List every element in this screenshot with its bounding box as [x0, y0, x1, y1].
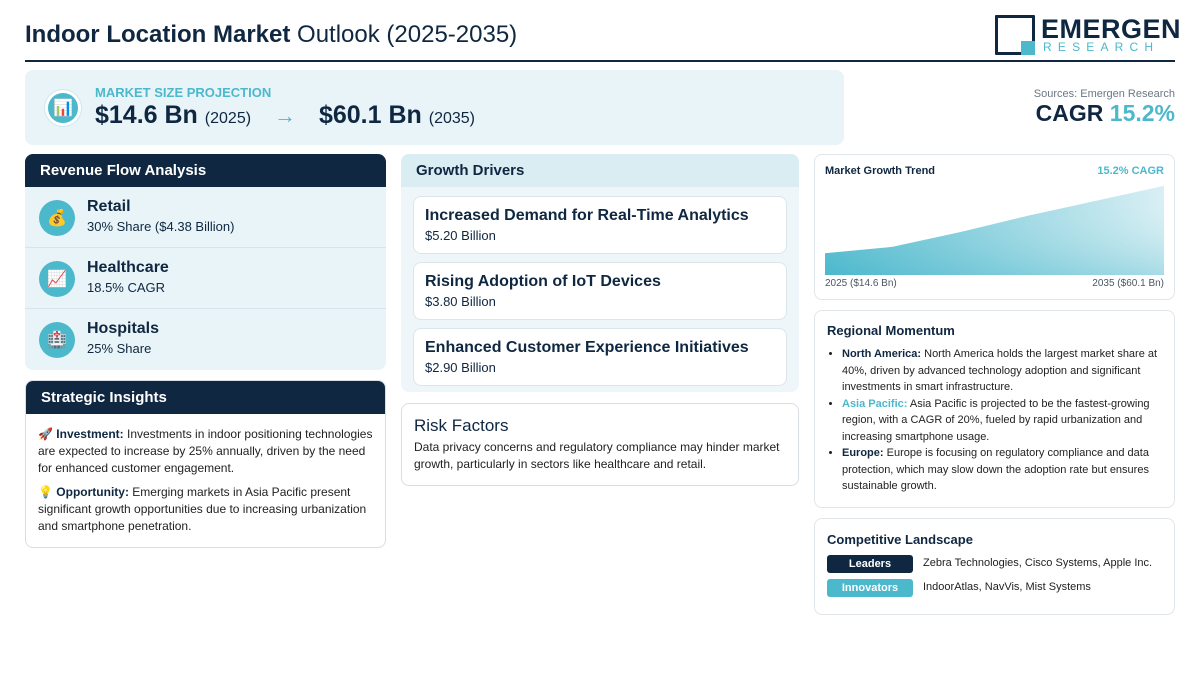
cagr-value: 15.2%	[1109, 100, 1175, 126]
region-item-europe: Europe: Europe is focusing on regulatory…	[842, 445, 1162, 495]
revenue-item-value: 25% Share	[87, 341, 152, 356]
cagr-label: CAGR	[1035, 100, 1104, 126]
investment-insight: 🚀 Investment: Investments in indoor posi…	[26, 426, 385, 477]
opportunity-text: Emerging markets in Asia Pacific present…	[38, 485, 367, 533]
driver-item: Increased Demand for Real-Time Analytics…	[413, 196, 787, 254]
driver-item: Rising Adoption of IoT Devices $3.80 Bil…	[413, 262, 787, 320]
region-item-asia-pacific: Asia Pacific: Asia Pacific is projected …	[842, 396, 1162, 446]
emergen-logo: EMERGEN RESEARCH	[995, 14, 1181, 56]
revenue-item-retail: 💰 Retail 30% Share ($4.38 Billion)	[25, 187, 386, 248]
projection-start-value: $14.6 Bn	[95, 101, 198, 129]
regional-momentum-card: Regional Momentum North America: North A…	[814, 310, 1175, 508]
projection-label: MARKET SIZE PROJECTION	[95, 85, 272, 100]
innovators-list: IndoorAtlas, NavVis, Mist Systems	[923, 581, 1091, 593]
sources-note: Sources: Emergen Research	[1033, 88, 1175, 100]
hospital-icon: 🏥	[39, 322, 75, 358]
trend-x-end-label: 2035 ($60.1 Bn)	[1092, 278, 1164, 289]
region-list: North America: North America holds the l…	[842, 346, 1162, 495]
leaders-list: Zebra Technologies, Cisco Systems, Apple…	[923, 557, 1153, 569]
driver-name: Increased Demand for Real-Time Analytics	[425, 207, 749, 224]
leaders-badge: Leaders	[827, 555, 913, 573]
logo-name: EMERGEN	[1041, 14, 1182, 44]
region-item-north-america: North America: North America holds the l…	[842, 346, 1162, 396]
investment-text: Investments in indoor positioning techno…	[38, 427, 373, 475]
revenue-item-value: 30% Share ($4.38 Billion)	[87, 219, 235, 234]
growth-drivers-title: Growth Drivers	[401, 154, 799, 187]
arrow-right-icon: →	[274, 103, 296, 128]
revenue-item-name: Retail	[87, 198, 131, 215]
market-growth-trend-card: Market Growth Trend 15.2% CAGR 2025 ($14…	[814, 154, 1175, 300]
driver-value: $2.90 Billion	[425, 360, 496, 375]
revenue-item-healthcare: 📈 Healthcare 18.5% CAGR	[25, 248, 386, 309]
risk-factors-title: Risk Factors	[414, 416, 509, 435]
header: Indoor Location Market Outlook (2025-203…	[25, 14, 1181, 62]
risk-factors-card: Risk Factors Data privacy concerns and r…	[401, 403, 799, 486]
logo-subtitle: RESEARCH	[1043, 40, 1160, 54]
opportunity-insight: 💡 Opportunity: Emerging markets in Asia …	[26, 484, 385, 535]
title-rest: Outlook (2025-2035)	[297, 21, 518, 48]
page-title: Indoor Location Market Outlook (2025-203…	[25, 21, 517, 49]
competitive-landscape-title: Competitive Landscape	[827, 532, 973, 547]
revenue-flow-title: Revenue Flow Analysis	[25, 154, 386, 187]
growth-area-chart	[825, 185, 1164, 275]
lightbulb-icon: 💡	[38, 485, 53, 499]
revenue-flow-card: Revenue Flow Analysis 💰 Retail 30% Share…	[25, 154, 386, 370]
opportunity-label: Opportunity:	[56, 485, 129, 499]
driver-value: $3.80 Billion	[425, 294, 496, 309]
driver-item: Enhanced Customer Experience Initiatives…	[413, 328, 787, 386]
innovators-badge: Innovators	[827, 579, 913, 597]
investment-label: Investment:	[56, 427, 124, 441]
rocket-icon: 🚀	[38, 427, 53, 441]
trend-chart-icon: 📈	[39, 261, 75, 297]
trend-x-start-label: 2025 ($14.6 Bn)	[825, 278, 897, 289]
strategic-insights-title: Strategic Insights	[26, 381, 385, 414]
region-text: North America holds the largest market s…	[842, 348, 1158, 393]
growth-drivers-card: Growth Drivers Increased Demand for Real…	[401, 154, 799, 392]
driver-name: Rising Adoption of IoT Devices	[425, 273, 661, 290]
revenue-item-name: Healthcare	[87, 259, 169, 276]
region-name: North America:	[842, 348, 922, 360]
revenue-item-value: 18.5% CAGR	[87, 280, 166, 295]
region-text: Asia Pacific is projected to be the fast…	[842, 397, 1150, 443]
region-name: Asia Pacific:	[842, 397, 908, 410]
cagr-headline: CAGR 15.2%	[1036, 100, 1175, 127]
bar-chart-icon: 📊	[45, 90, 81, 126]
revenue-item-name: Hospitals	[87, 320, 160, 337]
competitive-landscape-card: Competitive Landscape Leaders Zebra Tech…	[814, 518, 1175, 615]
projection-end-year: (2035)	[428, 110, 475, 127]
regional-momentum-title: Regional Momentum	[827, 323, 955, 338]
trend-title: Market Growth Trend	[825, 165, 936, 177]
strategic-insights-card: Strategic Insights 🚀 Investment: Investm…	[25, 380, 386, 548]
risk-factors-text: Data privacy concerns and regulatory com…	[414, 440, 780, 471]
projection-start-year: (2025)	[204, 110, 252, 127]
money-bag-icon: 💰	[39, 200, 75, 236]
projection-end-value: $60.1 Bn	[318, 101, 422, 129]
trend-cagr-label: 15.2% CAGR	[1097, 165, 1164, 177]
region-name: Europe:	[842, 447, 884, 459]
growth-area-shade	[825, 185, 1164, 275]
projection-values: $14.6 Bn (2025) → $60.1 Bn (2035)	[95, 101, 475, 130]
driver-value: $5.20 Billion	[425, 228, 496, 243]
revenue-item-hospitals: 🏥 Hospitals 25% Share	[25, 309, 386, 370]
driver-name: Enhanced Customer Experience Initiatives	[425, 339, 749, 356]
market-size-projection: 📊 MARKET SIZE PROJECTION $14.6 Bn (2025)…	[25, 70, 844, 145]
region-text: Europe is focusing on regulatory complia…	[842, 447, 1149, 492]
title-bold: Indoor Location Market	[25, 21, 291, 48]
logo-mark-icon	[995, 15, 1035, 55]
